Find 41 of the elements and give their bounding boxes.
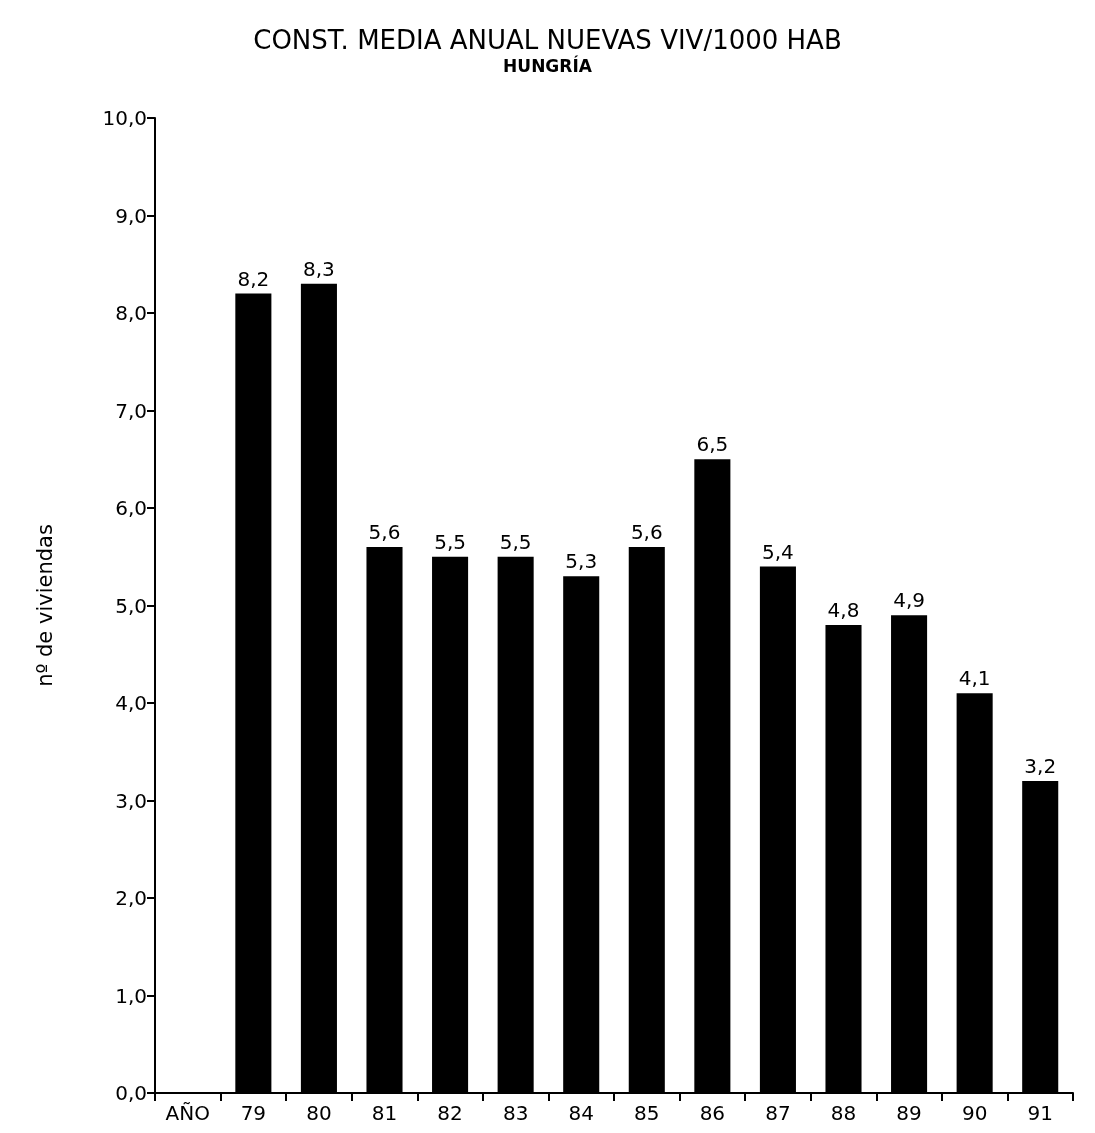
y-tick-label: 5,0 — [115, 593, 147, 618]
x-tick-label: 83 — [502, 1101, 529, 1125]
data-label: 5,4 — [762, 539, 794, 564]
x-tick-label: 89 — [896, 1101, 922, 1125]
data-label: 4,1 — [958, 666, 991, 691]
y-tick-label: 0,0 — [115, 1081, 147, 1105]
data-label: 4,8 — [827, 598, 860, 622]
x-tick-label: 82 — [437, 1101, 463, 1125]
data-label: 3,2 — [1024, 754, 1057, 778]
x-tick-label: 87 — [765, 1101, 791, 1125]
x-tick-label: 79 — [240, 1101, 267, 1125]
x-tick-label: 80 — [306, 1101, 332, 1125]
y-tick-label: 3,0 — [115, 788, 147, 813]
data-label: 6,5 — [696, 432, 729, 457]
x-tick-label: 85 — [634, 1101, 660, 1125]
x-tick-label: 86 — [699, 1101, 726, 1125]
y-tick-label: 6,0 — [115, 496, 147, 520]
chart-title: CONST. MEDIA ANUAL NUEVAS VIV/1000 HAB — [253, 25, 842, 55]
x-tick-label: AÑO — [165, 1101, 210, 1125]
data-label: 8,3 — [303, 256, 335, 281]
y-axis-title: nº de viviendas — [32, 524, 57, 687]
chart-subtitle: HUNGRÍA — [503, 54, 593, 76]
x-tick-label: 81 — [371, 1101, 398, 1125]
y-tick-label: 10,0 — [102, 106, 147, 130]
data-label: 5,3 — [565, 549, 598, 574]
y-tick-label: 7,0 — [115, 398, 147, 423]
x-tick-label: 91 — [1027, 1101, 1053, 1125]
x-tick-label: 90 — [961, 1101, 988, 1125]
y-tick-label: 9,0 — [115, 203, 147, 228]
data-label: 5,5 — [434, 529, 466, 554]
data-label: 4,9 — [893, 588, 925, 613]
y-tick-label: 4,0 — [115, 691, 147, 715]
data-label: 5,6 — [630, 520, 663, 544]
y-tick-label: 1,0 — [115, 983, 147, 1008]
y-tick-label: 8,0 — [115, 301, 147, 325]
data-label: 8,2 — [237, 266, 270, 291]
x-tick-label: 88 — [830, 1101, 857, 1125]
data-label: 5,6 — [368, 520, 401, 544]
data-label: 5,5 — [499, 529, 532, 554]
x-tick-label: 84 — [568, 1101, 594, 1125]
y-tick-label: 2,0 — [115, 886, 147, 910]
